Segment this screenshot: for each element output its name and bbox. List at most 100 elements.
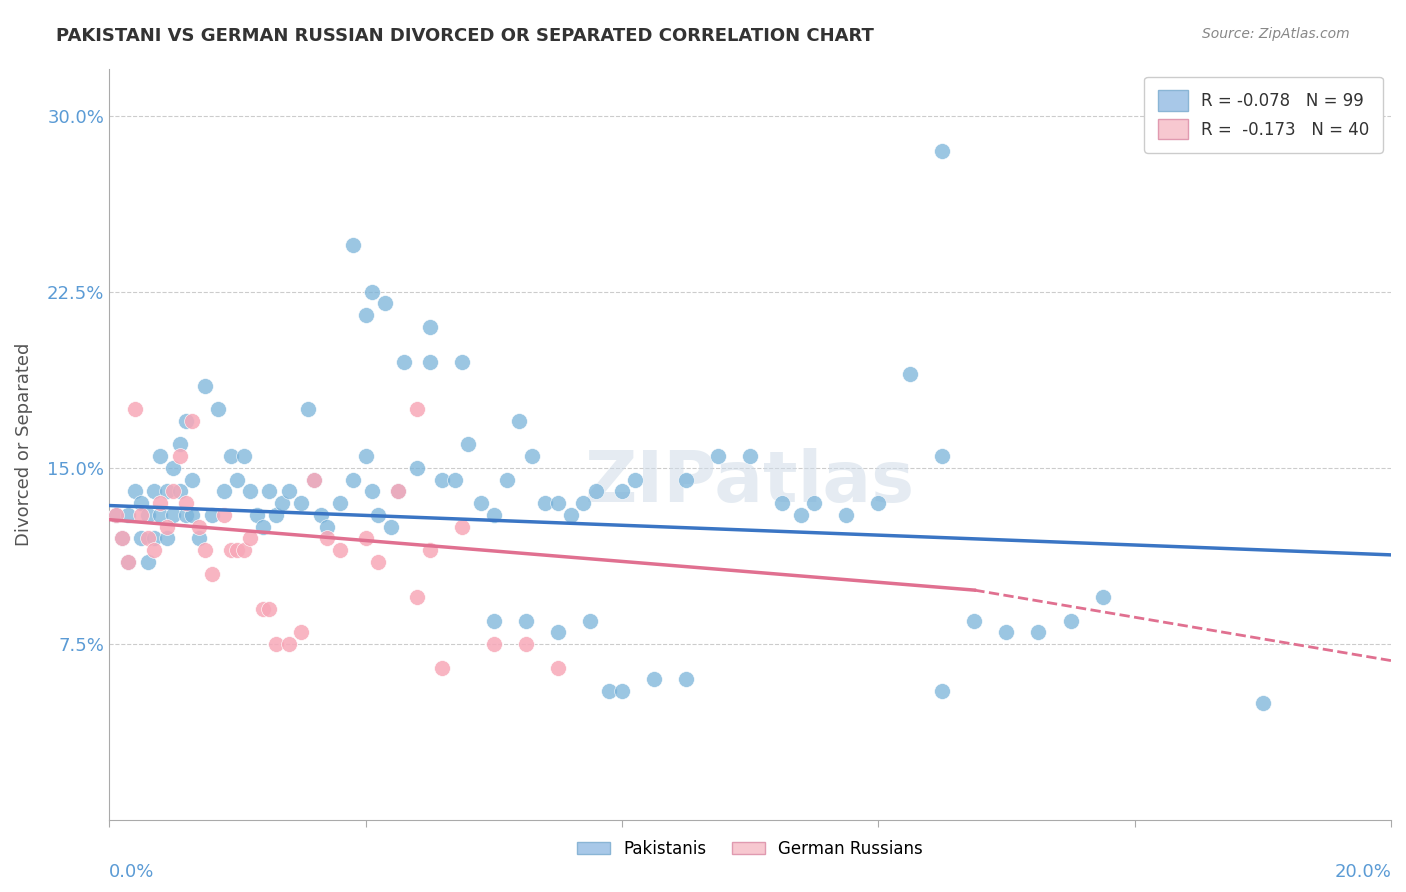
Point [329, 543, 352, 558]
Point [124, 484, 146, 499]
Point [1251, 696, 1274, 710]
Point [297, 402, 319, 417]
Point [482, 508, 505, 522]
Point [405, 590, 427, 604]
Point [610, 684, 633, 698]
Point [482, 637, 505, 651]
Point [495, 473, 517, 487]
Point [520, 449, 543, 463]
Point [271, 496, 294, 510]
Point [707, 449, 730, 463]
Point [534, 496, 557, 510]
Point [174, 496, 197, 510]
Point [232, 449, 254, 463]
Point [405, 461, 427, 475]
Point [187, 532, 209, 546]
Point [450, 355, 472, 369]
Point [738, 449, 761, 463]
Point [149, 496, 172, 510]
Point [290, 496, 312, 510]
Point [316, 519, 339, 533]
Point [239, 484, 262, 499]
Point [387, 484, 409, 499]
Point [1059, 614, 1081, 628]
Point [515, 614, 537, 628]
Point [169, 449, 191, 463]
Point [226, 543, 249, 558]
Point [302, 473, 325, 487]
Point [380, 519, 402, 533]
Point [111, 532, 134, 546]
Point [124, 402, 146, 417]
Legend: Pakistanis, German Russians: Pakistanis, German Russians [571, 833, 929, 864]
Point [129, 508, 152, 522]
Point [264, 637, 287, 651]
Point [252, 602, 274, 616]
Point [374, 296, 396, 310]
Point [508, 414, 530, 428]
Point [104, 508, 127, 522]
Point [117, 555, 139, 569]
Point [264, 508, 287, 522]
Point [226, 473, 249, 487]
Text: 20.0%: 20.0% [1334, 863, 1391, 880]
Point [515, 637, 537, 651]
Point [470, 496, 492, 510]
Text: 0.0%: 0.0% [110, 863, 155, 880]
Point [201, 508, 224, 522]
Point [201, 566, 224, 581]
Point [361, 285, 384, 299]
Point [931, 449, 953, 463]
Point [169, 484, 191, 499]
Point [181, 508, 204, 522]
Point [143, 532, 166, 546]
Point [931, 144, 953, 158]
Point [290, 625, 312, 640]
Point [143, 484, 166, 499]
Point [387, 484, 409, 499]
Point [136, 555, 159, 569]
Point [547, 496, 569, 510]
Point [239, 532, 262, 546]
Point [309, 508, 332, 522]
Point [129, 532, 152, 546]
Y-axis label: Divorced or Separated: Divorced or Separated [15, 343, 32, 546]
Point [136, 508, 159, 522]
Point [392, 355, 415, 369]
Point [156, 532, 179, 546]
Point [156, 519, 179, 533]
Point [995, 625, 1018, 640]
Point [316, 532, 339, 546]
Point [868, 496, 890, 510]
Point [104, 508, 127, 522]
Point [419, 355, 441, 369]
Point [367, 555, 389, 569]
Point [232, 543, 254, 558]
Point [136, 532, 159, 546]
Text: Source: ZipAtlas.com: Source: ZipAtlas.com [1202, 27, 1350, 41]
Point [117, 555, 139, 569]
Point [367, 508, 389, 522]
Point [444, 473, 467, 487]
Point [214, 484, 236, 499]
Point [898, 367, 921, 381]
Point [790, 508, 813, 522]
Point [252, 519, 274, 533]
Point [174, 414, 197, 428]
Point [405, 402, 427, 417]
Point [174, 508, 197, 522]
Point [129, 496, 152, 510]
Point [302, 473, 325, 487]
Point [547, 660, 569, 674]
Point [560, 508, 582, 522]
Point [419, 320, 441, 334]
Point [547, 625, 569, 640]
Point [419, 543, 441, 558]
Point [482, 614, 505, 628]
Point [342, 473, 364, 487]
Point [803, 496, 825, 510]
Point [579, 614, 602, 628]
Point [162, 461, 184, 475]
Point [277, 637, 299, 651]
Point [963, 614, 986, 628]
